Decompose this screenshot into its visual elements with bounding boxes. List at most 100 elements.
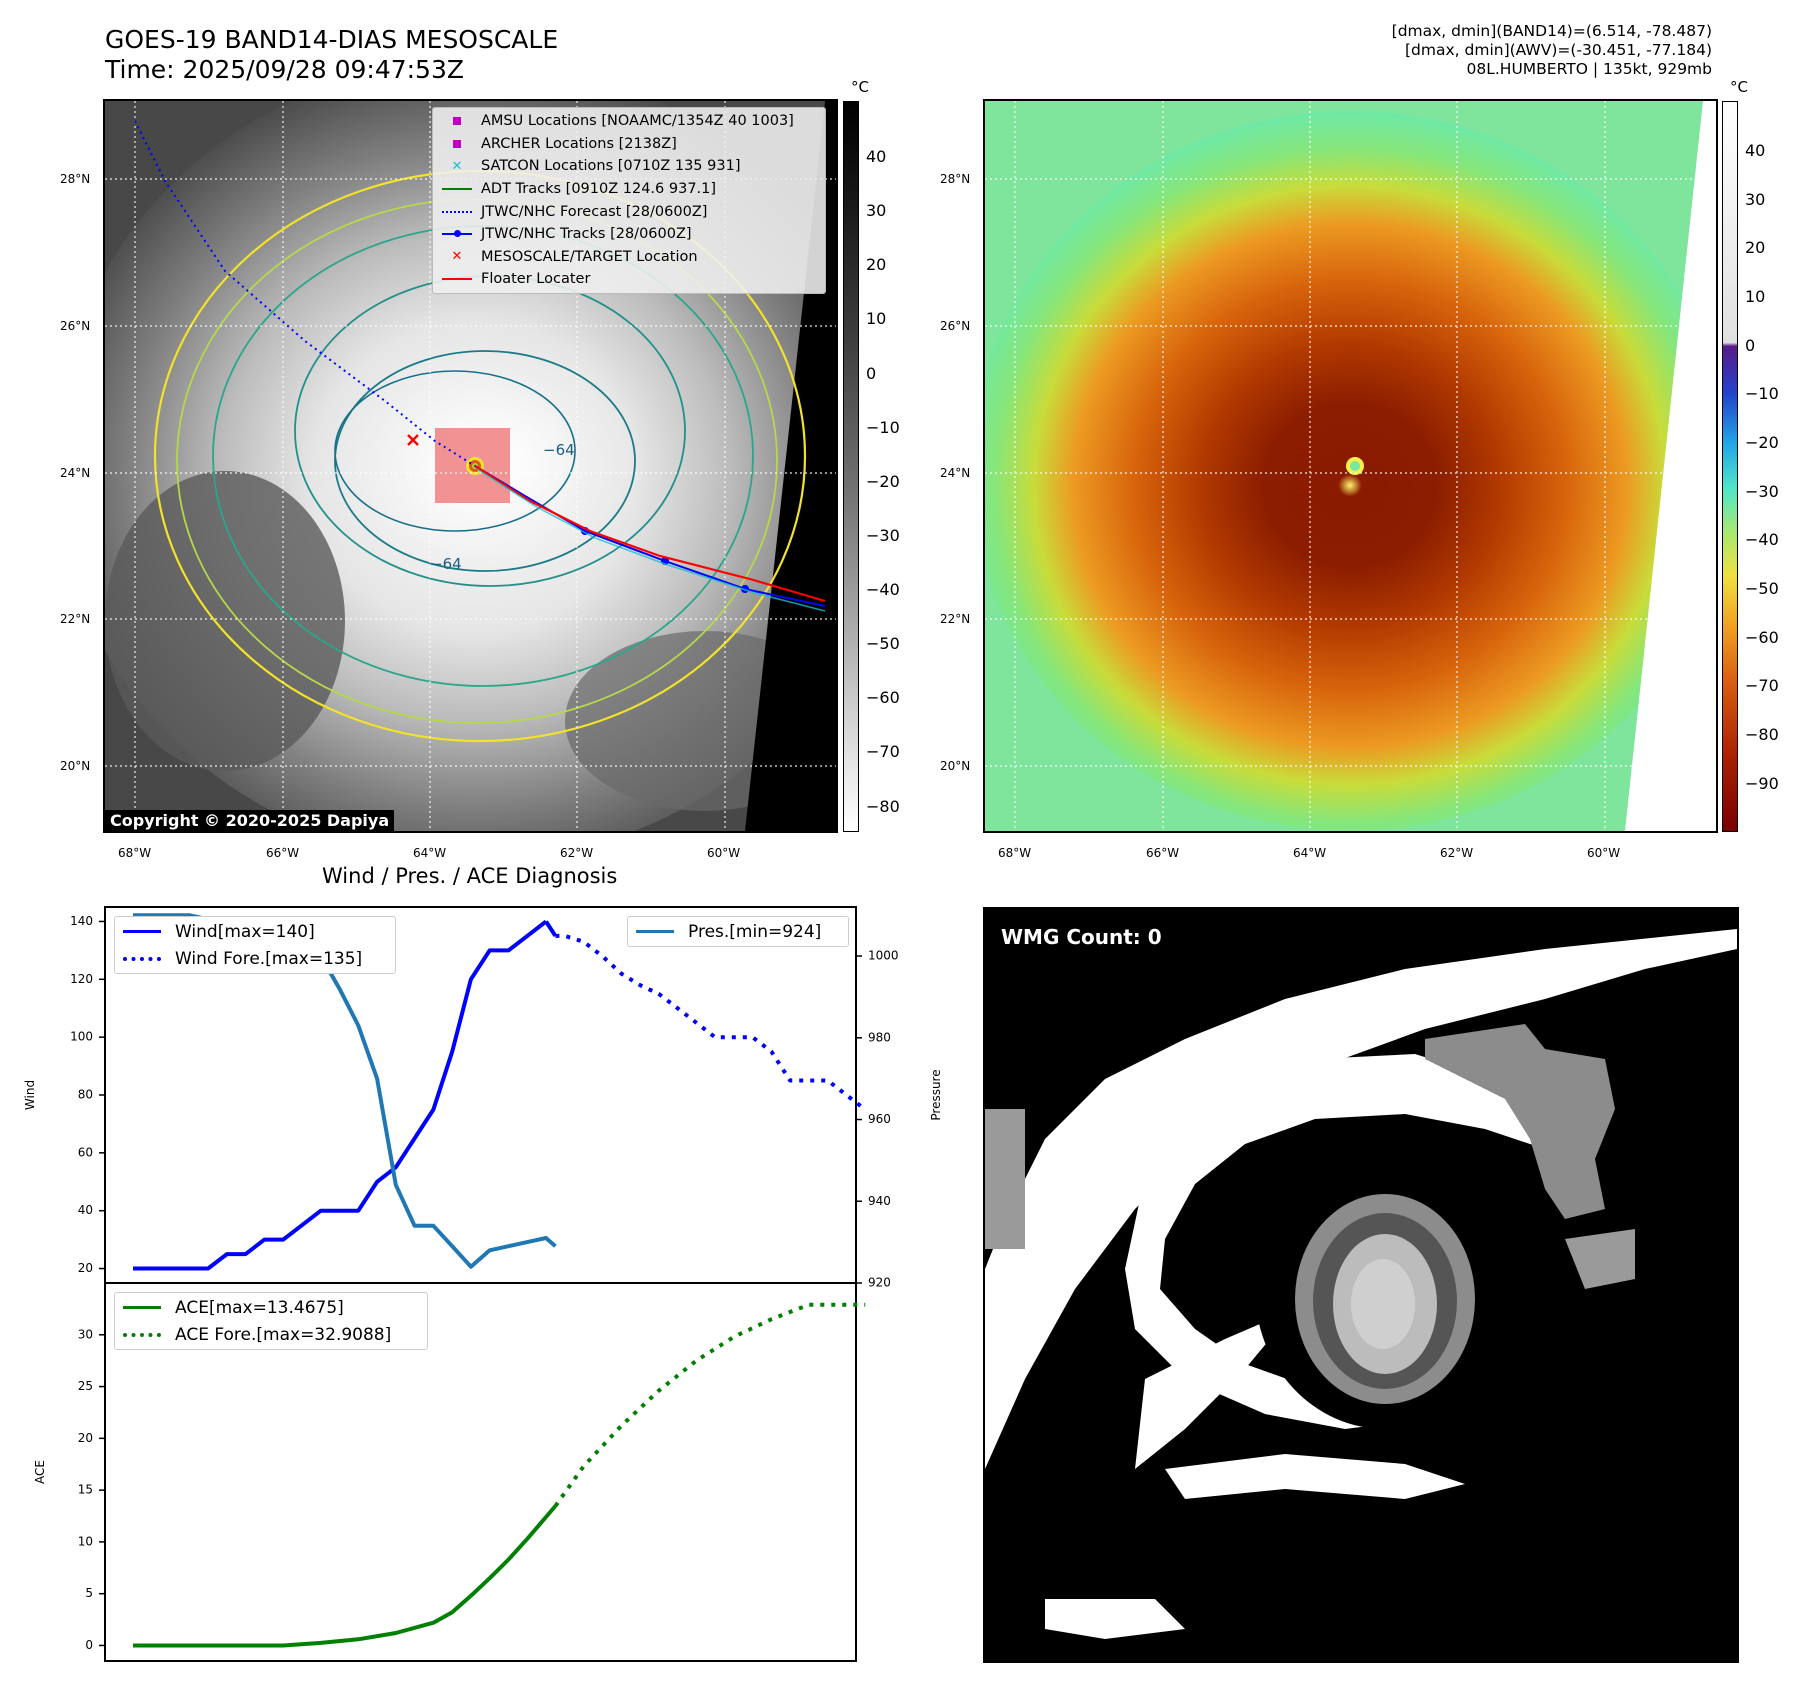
legend-item: AMSU Locations [NOAAMC/1354Z 40 1003] (433, 110, 825, 133)
lat-label: 20°N (940, 759, 971, 773)
ace-tick-label: 20 (78, 1431, 93, 1445)
pressure-tick-label: 960 (868, 1112, 891, 1126)
storm-summary: 08L.HUMBERTO | 135kt, 929mb (1466, 60, 1713, 78)
legend-label: ACE[max=13.4675] (175, 1297, 344, 1318)
lat-label: 28°N (940, 172, 971, 186)
figure-title-line2: Time: 2025/09/28 09:47:53Z (105, 55, 464, 84)
colorbar-tick: −60 (1745, 628, 1779, 647)
colorbar-tick: 0 (866, 364, 877, 383)
pressure-axis-label: Pressure (929, 1069, 940, 1120)
solid-line-icon (123, 1306, 161, 1309)
wmg-count: WMG Count: 0 (1001, 925, 1162, 949)
dotted-line-icon (123, 1332, 161, 1337)
colorbar-tick: −30 (1745, 482, 1779, 501)
colorbar-tick: −80 (866, 797, 900, 816)
ace-axes-frame (104, 1282, 857, 1662)
lat-label: 22°N (940, 612, 971, 626)
wind-tick-label: 80 (78, 1088, 93, 1102)
legend-item: Wind[max=140] (115, 918, 395, 945)
legend-label: ADT Tracks [0910Z 124.6 937.1] (481, 181, 717, 198)
colorbar-tick: −10 (1745, 384, 1779, 403)
lon-label: 62°W (560, 846, 594, 860)
contour-label: −64 (430, 555, 462, 573)
ir-colorbar (843, 101, 859, 832)
ir-map-panel: −64 −64 Copyright © 2020-2025 Dapiya AMS… (103, 99, 838, 833)
square-marker-icon (433, 139, 481, 148)
lon-label: 66°W (266, 846, 300, 860)
legend-item: ✕ SATCON Locations [0710Z 135 931] (433, 155, 825, 178)
ace-tick-label: 5 (85, 1586, 93, 1600)
line-dot-icon (433, 230, 481, 238)
lon-label: 62°W (1440, 846, 1474, 860)
colorbar-tick: 30 (866, 201, 887, 220)
legend-label: Wind Fore.[max=135] (175, 948, 363, 969)
legend-label: AMSU Locations [NOAAMC/1354Z 40 1003] (481, 113, 794, 130)
contour-label: −64 (543, 441, 575, 459)
x-marker-icon: ✕ (451, 158, 463, 174)
wind-forecast-line (555, 933, 867, 1112)
ace-tick-label: 0 (85, 1638, 93, 1652)
color-colorbar-unit: °C (1730, 78, 1748, 96)
lat-label: 24°N (940, 466, 971, 480)
pressure-tick-label: 920 (868, 1276, 891, 1290)
wind-tick-label: 40 (78, 1203, 93, 1217)
pressure-legend: Pres.[min=924] (627, 916, 849, 947)
color-map-panel (983, 99, 1718, 833)
line-icon (433, 188, 481, 191)
ace-tick-label: 25 (78, 1379, 93, 1393)
solid-line-icon (123, 930, 161, 933)
colorbar-tick: −10 (866, 418, 900, 437)
lon-label: 66°W (1146, 846, 1180, 860)
legend-item: ADT Tracks [0910Z 124.6 937.1] (433, 178, 825, 201)
ace-legend: ACE[max=13.4675] ACE Fore.[max=32.9088] (114, 1292, 428, 1350)
legend-item: JTWC/NHC Forecast [28/0600Z] (433, 200, 825, 223)
ace-tick-label: 15 (78, 1483, 93, 1497)
lat-label: 22°N (60, 612, 91, 626)
color-map-image (985, 101, 1716, 831)
colorbar-tick: −50 (866, 634, 900, 653)
colorbar-tick: −40 (866, 580, 900, 599)
legend-item: Pres.[min=924] (628, 918, 848, 945)
diagnosis-chart: Wind Pressure ACE 2040608010012014092094… (23, 906, 940, 1662)
legend-label: Pres.[min=924] (688, 921, 822, 942)
colorbar-tick: 40 (866, 147, 887, 166)
square-marker-icon (433, 117, 481, 126)
lat-label: 26°N (940, 319, 971, 333)
legend-label: Wind[max=140] (175, 921, 315, 942)
ace-forecast-line (553, 1302, 866, 1508)
pressure-tick-label: 1000 (868, 949, 899, 963)
colorbar-tick: 20 (866, 255, 887, 274)
lat-label: 20°N (60, 759, 91, 773)
wind-series-line (544, 920, 558, 937)
pressure-tick-label: 940 (868, 1194, 891, 1208)
legend-label: ACE Fore.[max=32.9088] (175, 1324, 392, 1345)
legend-item: Floater Locater (433, 268, 825, 291)
legend-label: JTWC/NHC Forecast [28/0600Z] (481, 203, 708, 220)
wind-series-line (133, 919, 548, 1271)
legend-item: ACE[max=13.4675] (115, 1294, 427, 1321)
colorbar-tick: −80 (1745, 725, 1779, 744)
colorbar-tick: −40 (1745, 530, 1779, 549)
legend-label: JTWC/NHC Tracks [28/0600Z] (481, 226, 692, 243)
awv-range: [dmax, dmin](AWV)=(-30.451, -77.184) (1405, 41, 1712, 59)
target-marker (407, 434, 419, 446)
legend-item: JTWC/NHC Tracks [28/0600Z] (433, 223, 825, 246)
lon-label: 64°W (1293, 846, 1327, 860)
wind-legend: Wind[max=140] Wind Fore.[max=135] (114, 916, 396, 974)
legend-item: Wind Fore.[max=135] (115, 945, 395, 972)
wind-tick-label: 100 (70, 1030, 93, 1044)
ace-series-line (133, 1504, 557, 1648)
colorbar-tick: −70 (1745, 676, 1779, 695)
colorbar-tick: 20 (1745, 238, 1766, 257)
ace-axis-label: ACE (33, 1460, 47, 1484)
lat-label: 26°N (60, 319, 91, 333)
solid-line-icon (636, 930, 674, 933)
copyright-badge: Copyright © 2020-2025 Dapiya (105, 810, 395, 831)
colorbar-tick: −20 (1745, 433, 1779, 452)
dotted-line-icon (433, 210, 481, 213)
lon-label: 64°W (413, 846, 447, 860)
storm-info: [dmax, dmin](BAND14)=(6.514, -78.487) [d… (1392, 22, 1712, 79)
color-colorbar (1722, 101, 1738, 832)
legend-label: SATCON Locations [0710Z 135 931] (481, 158, 741, 175)
ace-tick-label: 10 (78, 1534, 93, 1548)
